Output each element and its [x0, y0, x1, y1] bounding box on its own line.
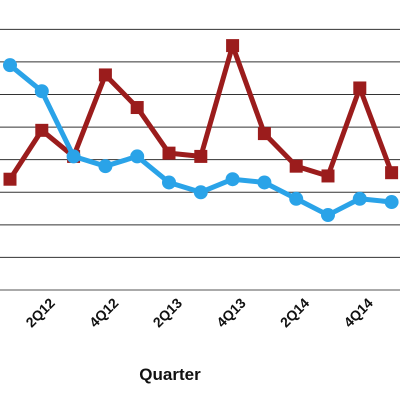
x-tick-label: 2Q13 [150, 295, 186, 331]
marker [98, 159, 113, 174]
marker [3, 172, 17, 186]
marker [66, 149, 81, 164]
x-tick-label: 4Q13 [213, 295, 249, 331]
x-tick-label: 2Q14 [277, 295, 313, 331]
marker [321, 169, 335, 183]
marker [225, 172, 240, 187]
x-tick-label: 4Q14 [340, 295, 376, 331]
marker [34, 84, 49, 99]
marker [3, 58, 17, 73]
marker [162, 175, 176, 190]
marker [257, 175, 272, 190]
marker [193, 185, 208, 200]
marker [130, 101, 144, 115]
marker [257, 127, 271, 141]
marker [130, 149, 145, 164]
marker [35, 123, 49, 137]
marker [353, 81, 367, 95]
x-axis-title: Quarter [139, 365, 201, 384]
marker [226, 39, 240, 53]
marker [384, 195, 399, 210]
marker [289, 159, 303, 173]
marker [352, 191, 367, 206]
marker [385, 166, 399, 180]
x-tick-label: 4Q12 [86, 295, 122, 331]
marker [162, 146, 176, 160]
marker [98, 68, 112, 82]
marker [321, 208, 335, 223]
marker [289, 191, 304, 206]
marker [194, 149, 208, 163]
x-tick-label: 2Q12 [22, 295, 58, 331]
